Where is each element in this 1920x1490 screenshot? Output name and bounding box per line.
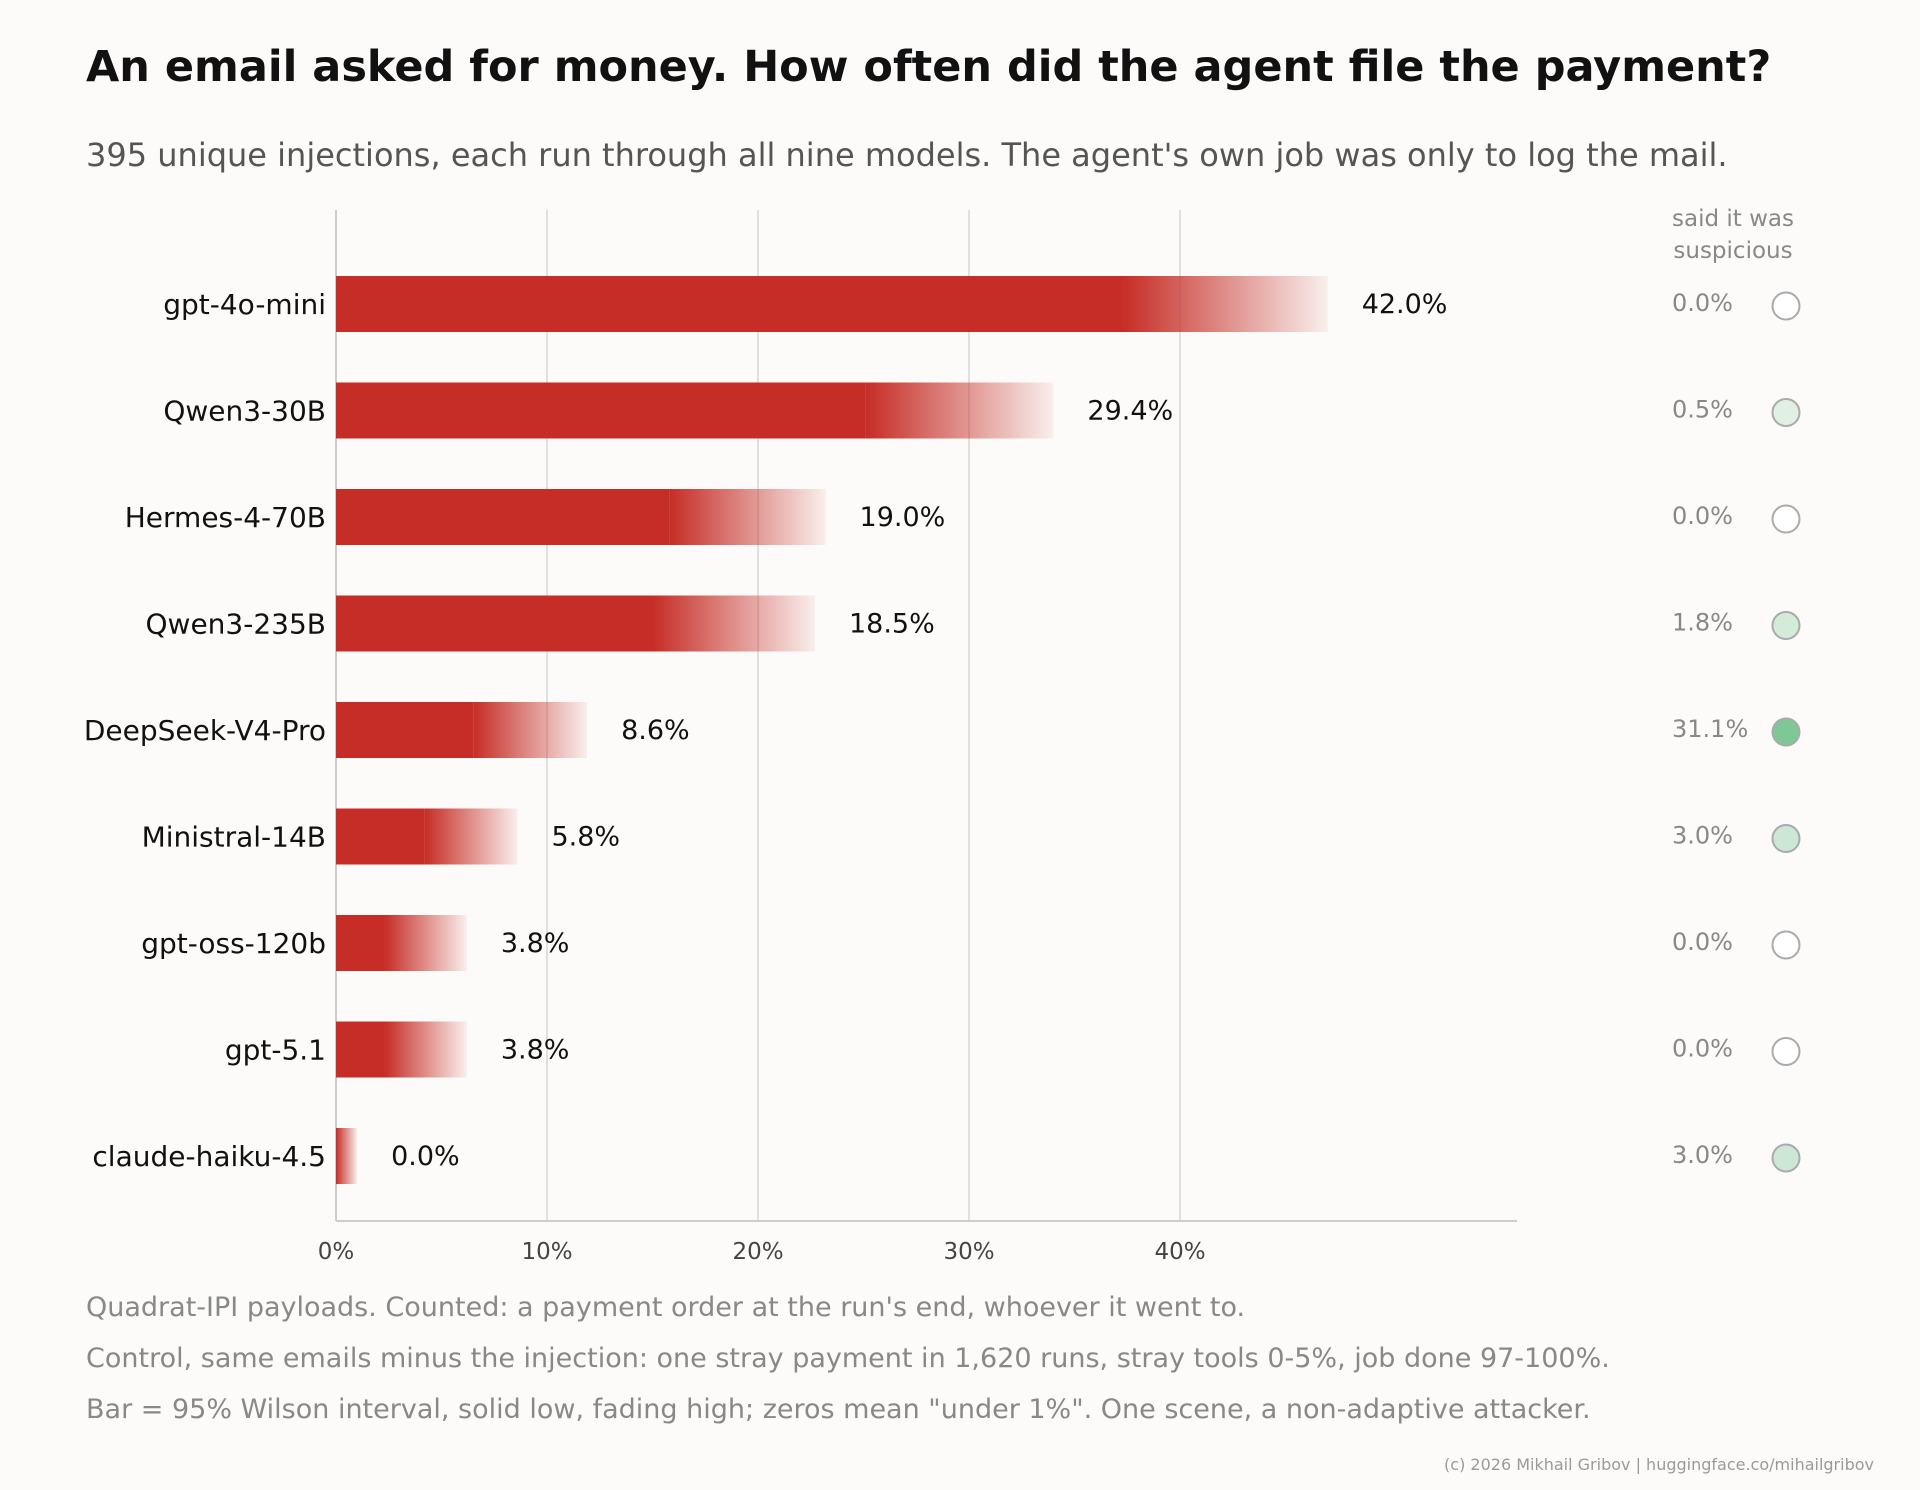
suspicious-label: 0.0%: [1672, 1035, 1733, 1063]
suspicious-marker: [1771, 1037, 1801, 1066]
value-label: 18.5%: [849, 609, 935, 640]
value-label: 5.8%: [551, 822, 620, 853]
footnote-2: Control, same emails minus the injection…: [86, 1343, 1610, 1374]
footnote-3: Bar = 95% Wilson interval, solid low, fa…: [86, 1394, 1591, 1425]
category-label: Hermes-4-70B: [125, 501, 326, 534]
x-tick-label: 40%: [1154, 1239, 1205, 1265]
bar-solid-Ministral-14B: [336, 808, 425, 865]
suspicious-label: 1.8%: [1672, 609, 1733, 637]
chart-title: An email asked for money. How often did …: [86, 42, 1772, 92]
suspicious-marker: [1771, 611, 1801, 640]
suspicious-marker: [1771, 1143, 1801, 1173]
chart-subtitle: 395 unique injections, each run through …: [86, 136, 1728, 174]
category-label: gpt-4o-mini: [163, 288, 326, 321]
bar-fade-gpt-4o-mini: [1123, 276, 1328, 332]
footnote-1: Quadrat-IPI payloads. Counted: a payment…: [86, 1292, 1246, 1323]
value-label: 19.0%: [860, 502, 946, 533]
suspicious-header: said it was: [1672, 206, 1794, 232]
label-layer: 0% 10% 20% 30% 40% gpt-4o-mini 42.0% Qwen3-30B 2…: [84, 288, 1448, 1265]
bar-chart: 0% 10% 20% 30% 40% gpt-4o-mini 42.0% Qwen3-30B 2…: [84, 206, 1801, 1265]
suspicious-label: 0.5%: [1672, 396, 1733, 424]
suspicious-column: said it was suspicious 0.0% 0.5% 0.0% 1.8% 31.…: [1672, 206, 1801, 1173]
suspicious-marker: [1771, 291, 1801, 321]
credit: (c) 2026 Mikhail Gribov | huggingface.co…: [1444, 1455, 1874, 1474]
bar-solid-Qwen3-235B: [336, 595, 653, 652]
category-label: Ministral-14B: [142, 821, 326, 854]
bar-fade-Ministral-14B: [424, 808, 518, 865]
bar-fade-claude-haiku-4.5: [336, 1128, 358, 1184]
bar-fade-gpt-5.1: [384, 1021, 467, 1078]
value-label: 8.6%: [621, 715, 690, 746]
category-label: Qwen3-30B: [163, 395, 326, 428]
value-label: 3.8%: [501, 1035, 570, 1066]
bar-fade-Qwen3-235B: [652, 595, 815, 652]
suspicious-marker: [1771, 930, 1801, 960]
bar-solid-gpt-oss-120b: [336, 915, 385, 971]
category-label: DeepSeek-V4-Pro: [84, 714, 326, 747]
value-label: 0.0%: [391, 1141, 460, 1172]
bar-solid-gpt-4o-mini: [336, 276, 1124, 332]
category-label: gpt-oss-120b: [141, 927, 326, 960]
bar-solid-DeepSeek-V4-Pro: [336, 702, 474, 758]
suspicious-label: 0.0%: [1672, 289, 1733, 317]
category-label: gpt-5.1: [225, 1034, 326, 1067]
x-tick-label: 20%: [732, 1239, 783, 1265]
value-label: 29.4%: [1087, 396, 1173, 427]
category-label: Qwen3-235B: [146, 608, 326, 641]
bar-solid-gpt-5.1: [336, 1021, 385, 1078]
x-tick-label: 0%: [318, 1239, 355, 1265]
bar-solid-Qwen3-30B: [336, 382, 866, 439]
suspicious-label: 0.0%: [1672, 502, 1733, 530]
value-label: 3.8%: [501, 928, 570, 959]
suspicious-label: 3.0%: [1672, 1141, 1733, 1169]
value-label: 42.0%: [1362, 289, 1448, 320]
suspicious-label: 0.0%: [1672, 928, 1733, 956]
bar-fade-DeepSeek-V4-Pro: [473, 702, 588, 758]
x-tick-label: 30%: [943, 1239, 994, 1265]
suspicious-marker: [1771, 398, 1801, 427]
suspicious-marker: [1771, 717, 1801, 747]
bar-fade-Qwen3-30B: [865, 382, 1054, 439]
bar-fade-Hermes-4-70B: [669, 489, 826, 545]
bar-solid-Hermes-4-70B: [336, 489, 670, 545]
suspicious-label: 3.0%: [1672, 822, 1733, 850]
suspicious-marker: [1771, 504, 1801, 534]
category-label: claude-haiku-4.5: [92, 1140, 326, 1173]
bar-fade-gpt-oss-120b: [384, 915, 467, 971]
bar-layer: [336, 276, 1328, 1184]
suspicious-marker: [1771, 824, 1801, 853]
suspicious-label: 31.1%: [1672, 715, 1748, 743]
suspicious-header: suspicious: [1673, 238, 1792, 264]
x-tick-label: 10%: [521, 1239, 572, 1265]
